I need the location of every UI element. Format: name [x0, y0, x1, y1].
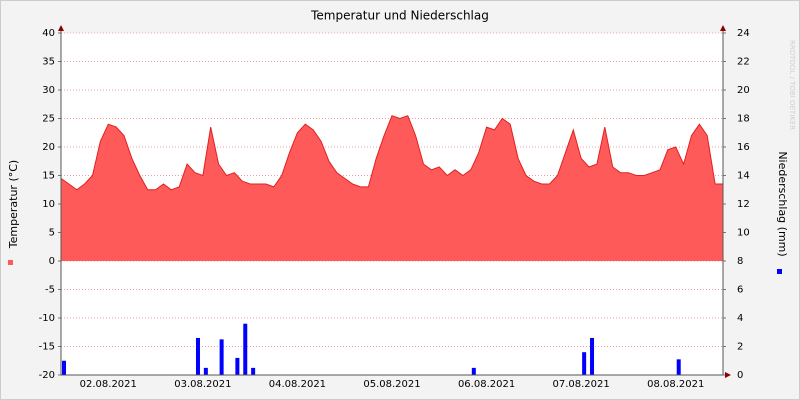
y-tick-label: 5	[49, 228, 55, 239]
y2-tick-label: 14	[737, 171, 750, 182]
y2-tick-label: 8	[737, 256, 743, 267]
x-tick-label: 03.08.2021	[174, 379, 231, 390]
y2-tick-label: 18	[737, 114, 750, 125]
precipitation-bar	[676, 359, 681, 375]
y-axis-label: Temperatur (°C)	[7, 160, 20, 249]
y-tick-label: 10	[42, 199, 55, 210]
y-tick-label: 25	[42, 114, 55, 125]
y-tick-label: 30	[42, 85, 55, 96]
y2-tick-label: 2	[737, 342, 743, 353]
y-tick-label: -10	[39, 313, 55, 324]
y-tick-label: -20	[39, 370, 55, 381]
x-tick-label: 02.08.2021	[80, 379, 137, 390]
precipitation-bar	[471, 367, 476, 375]
y2-tick-label: 0	[737, 370, 743, 381]
x-tick-label: 05.08.2021	[363, 379, 420, 390]
x-tick-label: 07.08.2021	[553, 379, 610, 390]
legend-swatch	[777, 269, 782, 274]
precipitation-bar	[582, 352, 587, 375]
axis-arrow	[720, 25, 726, 31]
legend-swatch	[8, 260, 13, 265]
y2-tick-label: 10	[737, 228, 750, 239]
temperature-area	[61, 115, 723, 261]
y2-tick-label: 24	[737, 28, 750, 39]
axis-arrow	[58, 25, 64, 31]
y2-tick-label: 20	[737, 85, 750, 96]
precipitation-bar	[195, 337, 200, 375]
y-tick-label: 20	[42, 142, 55, 153]
precipitation-bar	[251, 367, 256, 375]
y-tick-label: 35	[42, 57, 55, 68]
precipitation-bar	[590, 337, 595, 375]
y2-tick-label: 4	[737, 313, 743, 324]
watermark: RRDTOOL / TOBI OETIKER	[788, 40, 796, 130]
y-tick-label: 15	[42, 171, 55, 182]
y2-tick-label: 16	[737, 142, 750, 153]
y-tick-label: 40	[42, 28, 55, 39]
x-tick-label: 04.08.2021	[269, 379, 326, 390]
precipitation-bar	[62, 360, 66, 375]
temperature-line	[60, 115, 723, 191]
x-tick-label: 08.08.2021	[647, 379, 704, 390]
y-tick-label: -5	[45, 285, 55, 296]
y2-tick-label: 6	[737, 285, 743, 296]
y2-tick-label: 12	[737, 199, 750, 210]
axis-arrow	[725, 372, 731, 378]
y2-tick-label: 22	[737, 57, 750, 68]
y-tick-label: 0	[49, 256, 55, 267]
precipitation-bar	[203, 367, 208, 375]
precipitation-bar	[219, 339, 224, 375]
precipitation-bar	[235, 357, 240, 375]
y-tick-label: -15	[39, 342, 55, 353]
y2-axis-label: Niederschlag (mm)	[776, 151, 789, 256]
precipitation-bar	[243, 323, 248, 375]
chart-title: Temperatur und Niederschlag	[310, 9, 489, 23]
x-tick-label: 06.08.2021	[458, 379, 515, 390]
